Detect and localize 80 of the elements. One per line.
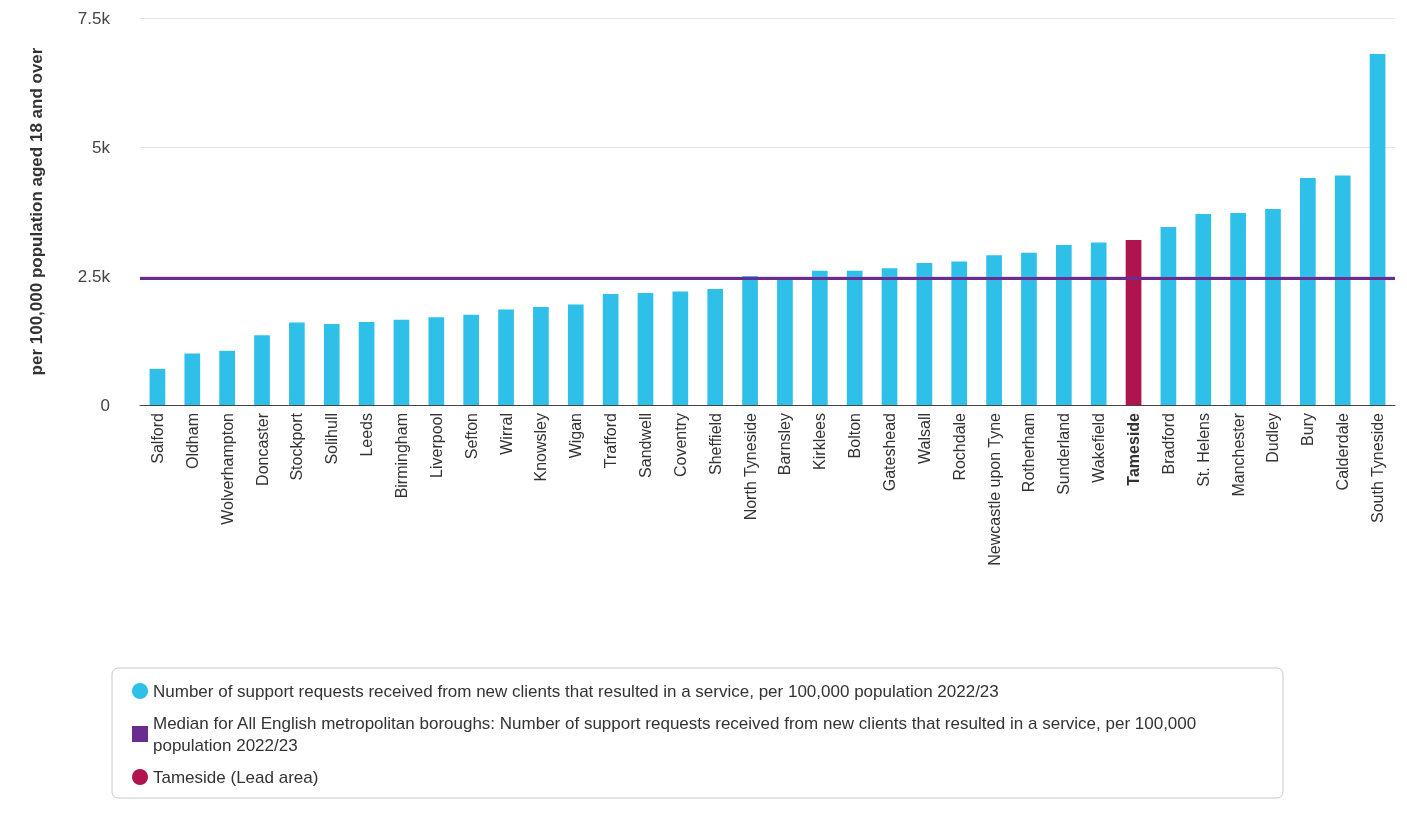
bar bbox=[1230, 213, 1246, 405]
x-tick-label: Oldham bbox=[183, 413, 201, 470]
bar bbox=[986, 255, 1002, 405]
bar bbox=[951, 261, 968, 405]
bar bbox=[742, 276, 758, 405]
x-tick-label: Kirklees bbox=[811, 413, 829, 470]
x-tick-label: Tameside bbox=[1125, 412, 1143, 486]
bar bbox=[672, 291, 689, 405]
x-tick-label: Salford bbox=[148, 413, 166, 464]
bar bbox=[811, 270, 828, 405]
x-tick-label: Wirral bbox=[497, 413, 515, 455]
x-tick-label: Liverpool bbox=[427, 413, 445, 478]
y-tick-label: 5k bbox=[92, 137, 111, 157]
x-tick-label: South Tyneside bbox=[1369, 412, 1387, 524]
bar bbox=[428, 317, 445, 405]
x-tick-label: North Tyneside bbox=[741, 412, 759, 521]
bar bbox=[1195, 214, 1212, 405]
bar bbox=[1021, 252, 1037, 405]
x-tick-label: Stockport bbox=[288, 412, 306, 481]
x-tick-label: Coventry bbox=[671, 413, 689, 478]
x-tick-label: Bury bbox=[1299, 413, 1317, 446]
bar bbox=[463, 314, 480, 405]
y-tick-label: 0 bbox=[100, 395, 110, 415]
bar bbox=[567, 304, 584, 405]
bar bbox=[637, 293, 654, 405]
legend-label: Median for All English metropolitan boroughs: Number of support requests received from new clients that resulted in a service, per 100,000 population 2022/23 bbox=[153, 713, 1201, 755]
bar bbox=[707, 288, 724, 405]
y-tick-label: 7.5k bbox=[77, 8, 111, 28]
bar bbox=[393, 319, 410, 405]
bar bbox=[1369, 54, 1386, 405]
x-tick-label: Sefton bbox=[462, 413, 480, 460]
x-tick-label: Knowsley bbox=[532, 413, 550, 482]
x-tick-label: Dudley bbox=[1264, 413, 1282, 463]
bar bbox=[498, 309, 514, 405]
x-tick-label: Leeds bbox=[358, 413, 376, 457]
legend-label: Number of support requests received from new clients that resulted in a service, per 100,000 population 2022/23 bbox=[153, 681, 999, 701]
x-tick-label: Wakefield bbox=[1090, 413, 1108, 483]
bar bbox=[533, 306, 549, 405]
bar bbox=[289, 322, 305, 405]
bar bbox=[1265, 208, 1281, 405]
bar bbox=[916, 263, 933, 405]
x-tick-label: Gateshead bbox=[881, 413, 899, 492]
bar bbox=[254, 335, 270, 405]
x-tick-label: Manchester bbox=[1229, 412, 1247, 497]
x-tick-label: Bolton bbox=[846, 413, 864, 459]
y-tick-label: 2.5k bbox=[77, 266, 111, 286]
x-tick-label: Walsall bbox=[915, 413, 933, 464]
bar bbox=[881, 268, 898, 405]
x-tick-label: Rochdale bbox=[950, 412, 968, 481]
x-tick-label: Doncaster bbox=[253, 412, 271, 486]
bar bbox=[184, 353, 201, 405]
x-tick-label: Wolverhampton bbox=[218, 413, 236, 525]
bar bbox=[602, 294, 619, 405]
x-tick-label: Rotherham bbox=[1020, 413, 1038, 493]
x-tick-label: Newcastle upon Tyne bbox=[985, 412, 1003, 566]
bar bbox=[1300, 177, 1316, 405]
bar bbox=[1090, 242, 1107, 405]
bar bbox=[1334, 175, 1351, 405]
bar bbox=[1125, 239, 1142, 405]
y-axis-title: per 100,000 population aged 18 and over bbox=[27, 47, 46, 376]
bar bbox=[323, 323, 340, 405]
bar bbox=[1055, 245, 1072, 405]
x-tick-label: Solihull bbox=[323, 413, 341, 465]
x-tick-label: Sunderland bbox=[1055, 413, 1073, 495]
x-tick-label: Bradford bbox=[1159, 413, 1177, 475]
legend-label: Tameside (Lead area) bbox=[153, 767, 319, 787]
bar bbox=[777, 277, 793, 405]
bar bbox=[219, 350, 235, 405]
x-tick-label: Calderdale bbox=[1334, 412, 1352, 491]
x-tick-label: Sheffield bbox=[706, 413, 724, 475]
x-tick-label: St. Helens bbox=[1194, 413, 1212, 487]
bar bbox=[1160, 226, 1177, 405]
x-tick-label: Birmingham bbox=[392, 413, 410, 499]
bar bbox=[149, 368, 166, 405]
x-tick-label: Sandwell bbox=[636, 413, 654, 478]
x-tick-label: Wigan bbox=[567, 413, 585, 459]
bar bbox=[846, 270, 863, 405]
x-tick-label: Trafford bbox=[602, 413, 620, 469]
bar bbox=[358, 321, 375, 405]
x-tick-label: Barnsley bbox=[776, 413, 794, 476]
